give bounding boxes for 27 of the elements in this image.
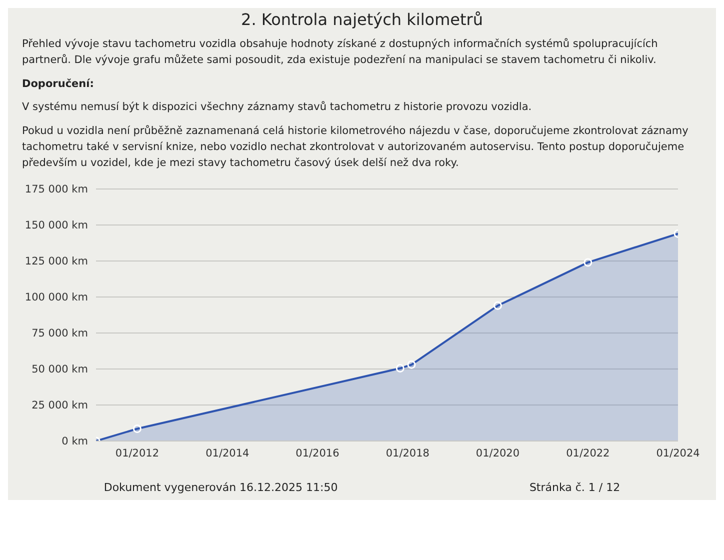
point [584, 258, 592, 267]
x-tick-label: 01/2012 [115, 448, 160, 460]
y-tick-label: 75 000 km [32, 328, 88, 340]
point [132, 424, 142, 434]
x-tick-label: 01/2016 [296, 448, 340, 460]
x-tick-label: 01/2024 [656, 448, 700, 460]
text: Dokument vygenerován 16.12.2025 11:50 [104, 481, 338, 494]
y-tick-label: 175 000 km [24, 184, 88, 196]
text: Přehled vývoje stavu tachometru vozidla obsahuje hodnoty získané z dostupných informačních systémů spolupracujících partnerů. Dle vývoje grafu můžete sami posoudit, zda existuje podezření na manipulaci se stavem tachometru či nikoliv. [22, 37, 659, 68]
text: Stránka č. 1 / 12 [529, 481, 620, 494]
y-tick-label: 150 000 km [24, 220, 88, 232]
x-tick-label: 01/2020 [476, 448, 520, 460]
chart-title: 2. Kontrola najetých kilometrů [240, 9, 484, 31]
point [493, 302, 502, 310]
point [407, 360, 416, 370]
y-tick-label: 0 km [62, 436, 88, 448]
x-tick-label: 01/2014 [206, 448, 250, 460]
x-tick-label: 01/2018 [386, 448, 430, 460]
text: V systému nemusí být k dispozici všechny záznamy stavů tachometru z historie provozu vozidla. [22, 100, 533, 116]
y-tick-label: 100 000 km [24, 292, 88, 304]
text: Pokud u vozidla není průběžně zaznamenaná celá historie kilometrového nájezdu v čase, doporučujeme zkontrolovat záznamy tachometru také v servisní knize, nebo vozidlo nechat zkontrolovat v autorizovaném autoservisu. Tento postup doporučujeme především u vozidel, kde je mezi stavy tachometru časový úsek delší než dva roky. [22, 124, 690, 170]
y-tick-label: 50 000 km [32, 364, 88, 376]
text: Doporučení: [22, 76, 95, 92]
x-tick-label: 01/2022 [566, 448, 610, 460]
y-tick-label: 125 000 km [24, 256, 88, 268]
point [396, 364, 404, 373]
y-tick-label: 25 000 km [32, 400, 88, 412]
